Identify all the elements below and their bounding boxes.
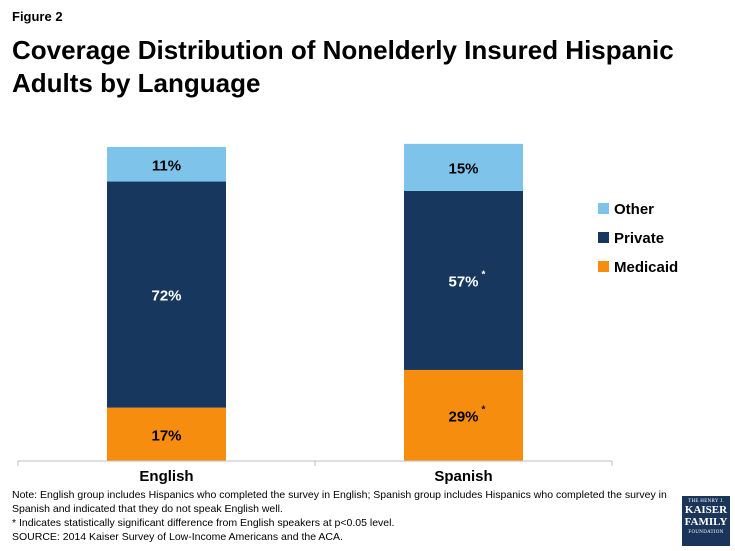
data-label-spanish-other: 15% xyxy=(448,160,478,177)
significance-marker-spanish-medicaid: * xyxy=(482,404,486,415)
chart-title-line1: Coverage Distribution of Nonelderly Insu… xyxy=(12,35,674,65)
legend-swatch-medicaid xyxy=(598,261,609,272)
data-label-spanish-private: 57% xyxy=(448,273,478,290)
data-label-english-private: 72% xyxy=(151,288,181,305)
chart-title-line2: Adults by Language xyxy=(12,68,261,98)
significance-note: * Indicates statistically significant di… xyxy=(12,517,395,529)
chart-title: Coverage Distribution of Nonelderly Insu… xyxy=(12,34,712,100)
kff-logo: THE HENRY J. KAISER FAMILY FOUNDATION xyxy=(682,496,730,546)
legend-swatch-private xyxy=(598,232,609,243)
note-text: Note: English group includes Hispanics w… xyxy=(12,489,667,515)
bar-segment-spanish-medicaid xyxy=(404,369,523,461)
logo-line1: THE HENRY J. xyxy=(688,499,724,504)
significance-marker-spanish-private: * xyxy=(482,269,486,280)
x-tick-label-spanish: Spanish xyxy=(434,468,492,485)
logo-line3: FAMILY xyxy=(684,516,728,528)
chart-notes: Note: English group includes Hispanics w… xyxy=(12,488,672,544)
bar-segment-english-private xyxy=(107,181,226,408)
bar-segment-spanish-private xyxy=(404,190,523,370)
legend-swatch-other xyxy=(598,203,609,214)
legend-label-private: Private xyxy=(614,230,664,247)
bar-segment-english-medicaid xyxy=(107,407,226,461)
data-label-spanish-medicaid: 29% xyxy=(448,408,478,425)
source-note: SOURCE: 2014 Kaiser Survey of Low-Income… xyxy=(12,531,343,543)
legend-label-medicaid: Medicaid xyxy=(614,259,678,276)
bar-segment-spanish-other xyxy=(404,143,523,191)
logo-line4: FOUNDATION xyxy=(688,530,724,535)
legend-label-other: Other xyxy=(614,201,654,218)
figure-label: Figure 2 xyxy=(12,9,63,24)
logo-line2: KAISER xyxy=(684,504,728,516)
data-label-english-medicaid: 17% xyxy=(151,427,181,444)
bar-segment-english-other xyxy=(107,147,226,182)
data-label-english-other: 11% xyxy=(152,157,181,174)
x-tick-label-english: English xyxy=(139,468,193,485)
